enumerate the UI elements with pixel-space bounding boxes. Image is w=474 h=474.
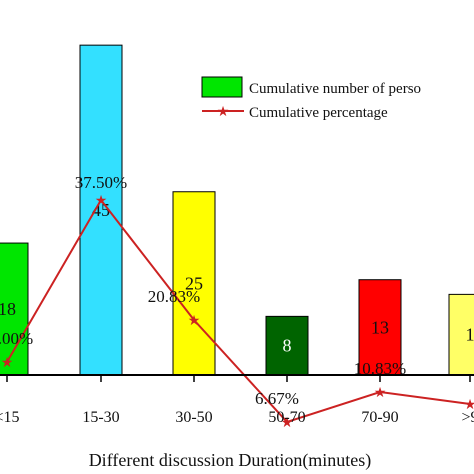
x-tick-label: 15-30 <box>82 409 119 426</box>
percentage-point-star: ★ <box>464 398 474 413</box>
percentage-label: 10.83% <box>354 359 406 378</box>
legend-bar-swatch <box>201 76 243 98</box>
legend-line-label: Cumulative percentage <box>249 105 388 121</box>
legend-star-icon: ★ <box>217 105 230 120</box>
x-axis-title: Different discussion Duration(minutes) <box>89 450 372 471</box>
bar-4 <box>265 315 309 376</box>
percentage-label: 6.67% <box>255 389 299 408</box>
percentage-line <box>6 198 471 424</box>
x-axis-tick-labels: <15 15-30 30-50 50-70 70-90 >9 <box>0 409 474 426</box>
percentage-label: 20.83% <box>148 287 200 306</box>
x-tick-label: 30-50 <box>175 409 212 426</box>
x-axis-ticks <box>6 375 471 382</box>
percentage-point-star: ★ <box>1 356 14 371</box>
bar-1 <box>0 242 29 376</box>
legend-bar-label: Cumulative number of perso <box>249 81 421 97</box>
percentage-label: 15.00% <box>0 329 33 348</box>
percentage-point-star: ★ <box>374 386 387 401</box>
percentage-point-star: ★ <box>95 194 108 209</box>
bar-6 <box>448 293 474 376</box>
bar-value-label: 18 <box>0 299 16 319</box>
bar-value-label: 13 <box>371 317 389 337</box>
percentage-label: 37.50% <box>75 173 127 192</box>
bar-value-label: 25 <box>185 273 203 293</box>
bar-value-label: 8 <box>283 336 292 356</box>
percentage-labels: 15.00%37.50%20.83%6.67%10.83%9.1 <box>0 173 406 408</box>
bar-2 <box>79 44 123 376</box>
percentage-line-layer: ★ ★ ★ ★ ★ ★ <box>1 194 474 431</box>
x-tick-label: >9 <box>461 409 474 426</box>
percentage-point-star: ★ <box>281 416 294 431</box>
x-tick-label: 70-90 <box>361 409 398 426</box>
percentage-point-star: ★ <box>188 314 201 329</box>
legend: Cumulative number of perso ★ Cumulative … <box>201 76 421 121</box>
x-tick-label: 50-70 <box>268 409 305 426</box>
bar-5 <box>358 279 402 376</box>
x-tick-label: <15 <box>0 409 20 426</box>
bar-value-label: 1 <box>466 325 474 345</box>
